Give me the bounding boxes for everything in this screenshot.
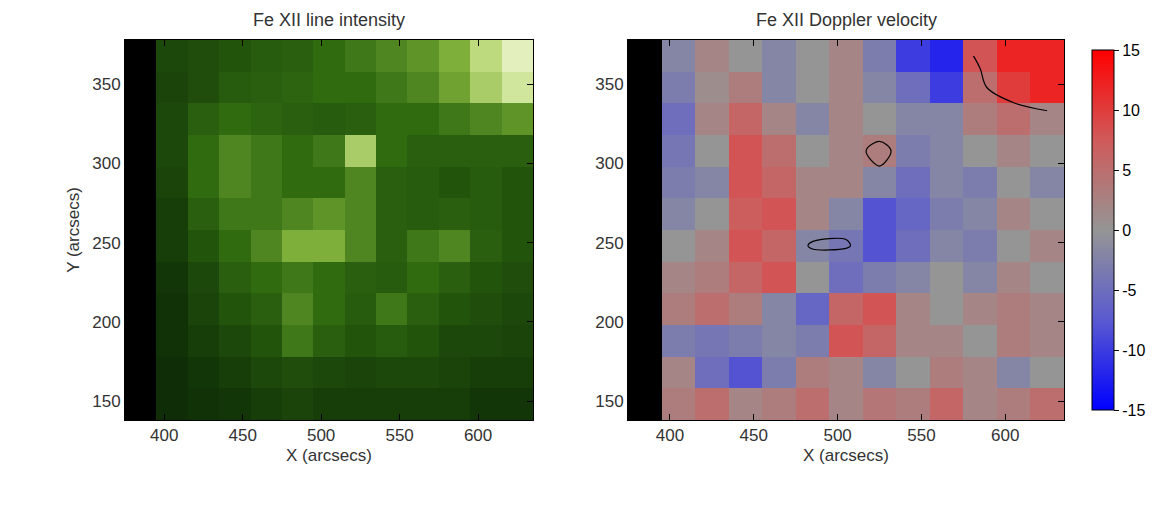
svg-text:300: 300 [595,154,623,173]
svg-text:200: 200 [92,313,120,332]
svg-text:250: 250 [595,234,623,253]
svg-text:550: 550 [385,426,413,445]
svg-text:500: 500 [823,426,851,445]
svg-text:10: 10 [1122,102,1140,119]
svg-text:350: 350 [595,75,623,94]
svg-text:Fe XII line intensity: Fe XII line intensity [253,10,405,30]
svg-text:5: 5 [1122,162,1131,179]
svg-text:500: 500 [307,426,335,445]
svg-text:-5: -5 [1122,282,1136,299]
svg-text:150: 150 [595,392,623,411]
svg-text:250: 250 [92,234,120,253]
svg-text:300: 300 [92,154,120,173]
svg-text:-15: -15 [1122,402,1145,419]
svg-text:200: 200 [595,313,623,332]
svg-text:450: 450 [740,426,768,445]
svg-text:X (arcsecs): X (arcsecs) [286,446,372,465]
svg-text:X (arcsecs): X (arcsecs) [803,446,889,465]
svg-text:-10: -10 [1122,342,1145,359]
svg-text:550: 550 [907,426,935,445]
svg-text:350: 350 [92,75,120,94]
svg-text:15: 15 [1122,42,1140,59]
svg-text:0: 0 [1122,222,1131,239]
svg-text:400: 400 [656,426,684,445]
svg-text:450: 450 [229,426,257,445]
svg-text:600: 600 [464,426,492,445]
svg-text:150: 150 [92,392,120,411]
svg-text:Fe XII Doppler velocity: Fe XII Doppler velocity [756,10,937,30]
svg-text:400: 400 [150,426,178,445]
svg-text:Y (arcsecs): Y (arcsecs) [64,187,83,273]
svg-text:600: 600 [991,426,1019,445]
